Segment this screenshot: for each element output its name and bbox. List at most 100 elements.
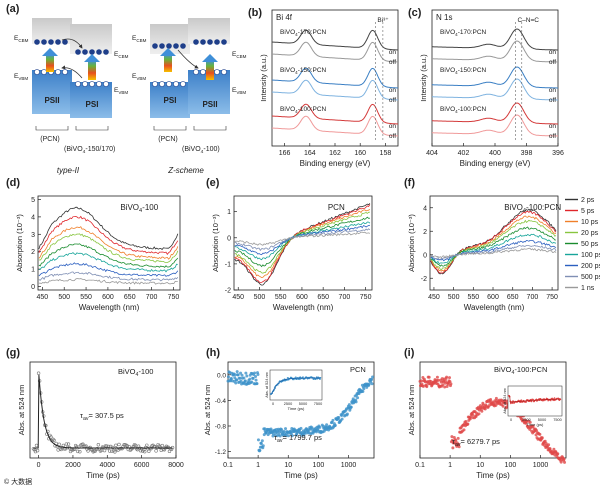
data-point [84,444,88,448]
y-axis-label: Absorption (10⁻³) [211,214,220,272]
y-tick-label: 0.0 [217,372,226,379]
data-point [548,447,552,451]
data-point [77,445,81,449]
data-point [238,376,242,380]
ta-spectrum [430,226,556,267]
ta-spectrum [430,247,557,259]
electron-dot [200,39,206,45]
energy-label-sub: CBM [118,54,128,59]
energy-label-sub: CBM [136,38,146,43]
electron-dot [48,39,54,45]
data-point [145,443,149,447]
y-tick-label: -1.2 [215,449,227,456]
photosystem-label: PSI [164,96,177,105]
electron-dot [34,39,40,45]
series-label-rest: -150:PCN [458,67,487,74]
on-off-label: on [549,87,557,94]
material-label-main: (BiVO [64,146,83,153]
panel-label: (g) [6,347,20,359]
data-point [563,460,567,464]
x-tick-label: 500 [58,294,70,301]
x-tick-label: 404 [426,150,438,157]
hole-dot [96,81,102,87]
x-tick-label: 402 [458,150,470,157]
data-point [248,377,252,381]
data-point [471,413,475,417]
ta-spectrum [430,210,557,274]
data-point [501,404,505,408]
data-point [229,376,233,380]
inset-point [553,397,556,399]
data-point [96,443,101,447]
xps-curve-off [432,78,558,101]
data-point [149,446,153,451]
series-label-sub: 4 [455,32,458,37]
inset-y-label: Abs. at 524 nm [265,372,269,398]
inset-point [525,401,528,403]
panel-def-transient-absorption: 450 500 550 600 650 700 750 0 1 2 3 4 5 Wavelength (n… [15,195,600,312]
series-label: BiVO4-100:PCN [280,106,327,114]
valence-band-left [32,70,72,114]
x-tick-label: 1 [256,462,260,469]
hole-dot [159,81,165,87]
data-point [362,387,366,391]
excitation-arrow [88,60,96,80]
on-off-label: off [389,133,396,140]
energy-label-main: E [114,51,119,58]
electron-dot [207,39,213,45]
bracket [193,126,227,131]
ta-spectrum [38,271,179,282]
data-point [278,434,282,438]
panel-title-sub: 4 [139,208,142,214]
excitation-arrow [46,54,54,72]
tau-annotation: τav= 307.5 ps [80,411,124,422]
inset-point [511,402,514,404]
y-axis-label: Abs. at 524 nm [203,385,212,435]
hole-dot [103,81,109,87]
series-label-rest: -150:PCN [298,67,327,74]
data-point [235,378,239,382]
excitation-arrowhead [202,54,218,62]
electron-dot [82,49,88,55]
data-point [117,442,121,447]
ta-spectrum [430,244,557,260]
energy-label-sub: CBM [236,54,246,59]
data-point [419,379,423,383]
panel-title-sub: 4 [136,372,139,378]
data-point [290,434,294,438]
data-point [51,437,55,442]
data-point [456,436,460,440]
data-point [469,415,473,419]
plot-frame [29,361,177,459]
data-point [52,438,56,443]
x-tick-label: 550 [80,294,92,301]
material-label-sub: 4 [201,149,204,155]
data-point [365,385,369,389]
data-point [93,449,97,453]
series-label-main: BiVO [280,67,295,74]
transfer-arrow [61,65,83,79]
data-point [370,382,374,386]
on-off-label: on [389,87,397,94]
x-axis-label: Wavelength (nm) [79,303,140,312]
inset-fit [508,395,561,403]
data-point [102,448,107,453]
data-point [114,443,118,448]
data-point [441,383,445,387]
data-point [253,371,257,375]
inset-x-label: Time (ps) [288,406,305,411]
data-point [160,443,164,448]
photosystem-label: PSII [202,100,217,109]
panel-label: (b) [248,7,262,19]
series-label-rest: -170:PCN [298,29,327,36]
energy-label-main: E [132,35,137,42]
data-point [347,403,351,407]
x-tick-label: 160 [354,150,366,157]
data-point [233,373,237,377]
data-point [260,439,264,443]
xps-curve-on [432,28,558,51]
legend-label: 100 ps [581,252,600,259]
xps-curve-off [271,41,399,63]
panel-title-rest: -100:PCN [526,203,561,212]
x-tick-label: 650 [507,294,519,301]
